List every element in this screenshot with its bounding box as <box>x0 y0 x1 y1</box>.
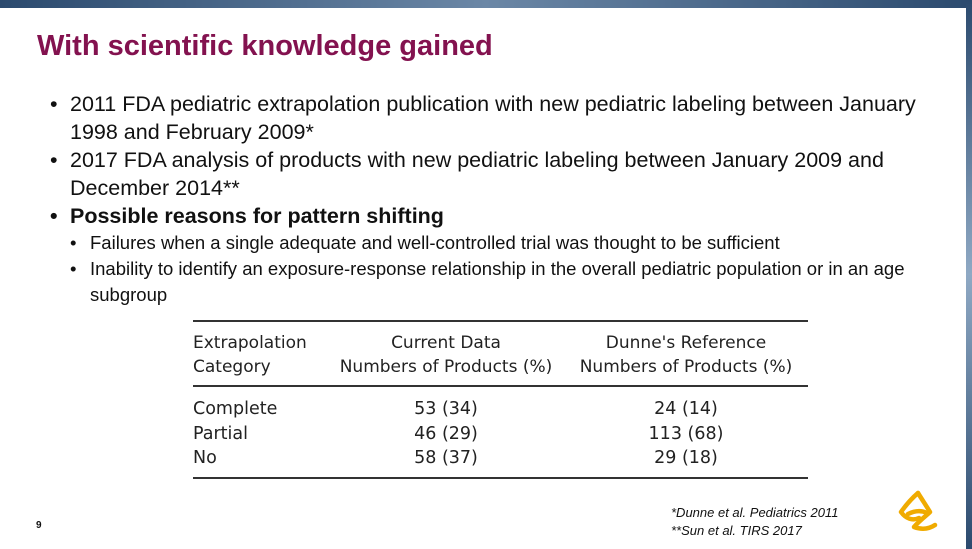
bullet-item: • Possible reasons for pattern shifting … <box>50 202 940 308</box>
astrazeneca-logo-icon <box>898 490 938 531</box>
table-cell: Complete <box>193 399 278 419</box>
slide: With scientific knowledge gained • 2011 … <box>0 8 966 549</box>
header-cell: Extrapolation Category <box>193 331 328 379</box>
header-line: Category <box>193 357 271 377</box>
bullet-text: Possible reasons for pattern shifting <box>70 204 444 228</box>
table-top-rule <box>193 320 808 322</box>
bullet-text: 2017 FDA analysis of products with new p… <box>70 148 884 200</box>
table-row: No 58 (37) 29 (18) <box>193 446 808 471</box>
table-cell: 29 (18) <box>654 448 718 468</box>
header-line: Dunne's Reference <box>605 333 767 353</box>
header-cell: Dunne's Reference Numbers of Products (%… <box>564 331 808 379</box>
bullet-text: 2011 FDA pediatric extrapolation publica… <box>70 92 916 144</box>
table-body: Complete 53 (34) 24 (14) Partial 46 (29)… <box>193 387 808 477</box>
slide-title: With scientific knowledge gained <box>37 30 493 62</box>
bullet-item: • 2017 FDA analysis of products with new… <box>50 146 940 202</box>
bullet-icon: • <box>70 258 77 279</box>
reference-line: *Dunne et al. Pediatrics 2011 <box>671 505 839 520</box>
table-cell: 58 (37) <box>414 448 478 468</box>
bullet-item: • 2011 FDA pediatric extrapolation publi… <box>50 90 940 146</box>
header-line: Numbers of Products (%) <box>579 357 793 377</box>
bullet-list: • 2011 FDA pediatric extrapolation publi… <box>50 90 940 308</box>
table-cell: 46 (29) <box>414 423 478 444</box>
table-row: Complete 53 (34) 24 (14) <box>193 397 808 422</box>
bullet-icon: • <box>50 204 58 228</box>
sub-bullet-list: • Failures when a single adequate and we… <box>70 230 940 308</box>
table-cell: Partial <box>193 423 248 444</box>
page-number: 9 <box>36 520 42 531</box>
window-frame-top <box>0 0 972 8</box>
table-header-row: Extrapolation Category Current Data Numb… <box>193 322 808 385</box>
reference-line: **Sun et al. TIRS 2017 <box>671 523 802 538</box>
sub-bullet-text: Inability to identify an exposure-respon… <box>90 258 905 305</box>
bullet-icon: • <box>70 232 77 253</box>
table-header-rule <box>193 385 808 387</box>
table-bottom-rule <box>193 476 808 479</box>
bullet-icon: • <box>50 148 58 172</box>
header-line: Numbers of Products (%) <box>339 357 553 377</box>
header-line: Current Data <box>391 333 501 353</box>
table-cell: 24 (14) <box>654 399 718 419</box>
table-row: Partial 46 (29) 113 (68) <box>193 422 808 447</box>
header-line: Extrapolation <box>193 333 307 353</box>
sub-bullet-text: Failures when a single adequate and well… <box>90 232 780 253</box>
table-cell: No <box>193 448 217 468</box>
extrapolation-table: Extrapolation Category Current Data Numb… <box>193 320 808 479</box>
references: *Dunne et al. Pediatrics 2011 **Sun et a… <box>671 504 838 540</box>
sub-bullet-item: • Inability to identify an exposure-resp… <box>70 256 940 308</box>
header-cell: Current Data Numbers of Products (%) <box>328 331 564 379</box>
window-frame-right <box>966 0 972 549</box>
bullet-icon: • <box>50 92 58 116</box>
table-cell: 113 (68) <box>648 423 724 444</box>
sub-bullet-item: • Failures when a single adequate and we… <box>70 230 940 256</box>
table-cell: 53 (34) <box>414 399 478 419</box>
